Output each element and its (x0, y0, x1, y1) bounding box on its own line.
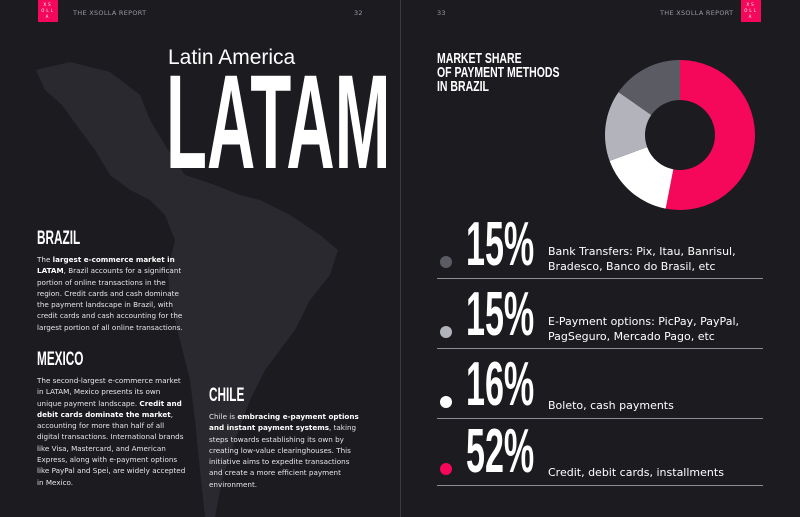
legend-dot (440, 396, 452, 408)
paragraph: The second-largest e-commerce market in … (37, 375, 187, 488)
value-label: 16% (466, 350, 535, 419)
map (36, 62, 338, 517)
latam-map-shape (36, 62, 338, 517)
row-rule (437, 348, 763, 349)
row-rule (437, 418, 763, 419)
chart-title-line: IN BRAZIL (437, 76, 612, 95)
donut-slice (665, 60, 755, 210)
chart-title-text: MARKET SHARE (437, 50, 522, 67)
text: The second-largest e-commerce market in … (37, 376, 181, 408)
value-label: 52% (466, 417, 535, 486)
header-title: THE XSOLLA REPORT (73, 9, 147, 17)
donut-slice (609, 147, 674, 209)
donut-chart (605, 60, 755, 210)
text: Chile is (209, 412, 238, 421)
category-label: Boleto, cash payments (548, 399, 674, 412)
row-rule (437, 278, 763, 279)
text: , Brazil accounts for a significant port… (37, 266, 183, 332)
category-label: Bank Transfers: Pix, Itau, Banrisul, Bra… (548, 245, 736, 273)
value-label: 15% (466, 280, 535, 349)
value-label-box: 15% (466, 214, 590, 276)
bold-text: largest e-commerce market in LATAM (37, 255, 175, 276)
section-heading: CHILE (209, 385, 245, 406)
value-label-box: 16% (466, 354, 590, 416)
value-label: 15% (466, 210, 535, 279)
text: The (37, 255, 53, 264)
legend-dot (440, 463, 452, 475)
header-title: THE XSOLLA REPORT (660, 9, 734, 17)
page-title: LATAM (166, 48, 391, 197)
paragraph: Chile is embracing e-payment options and… (209, 411, 359, 490)
donut-slice (618, 60, 680, 115)
text: , accounting for more than half of all d… (37, 409, 186, 487)
chart-title-text: IN BRAZIL (437, 78, 489, 95)
chart-title-line: OF PAYMENT METHODS (437, 62, 612, 81)
logo: XSOLLA (38, 0, 58, 22)
section-heading: BRAZIL (37, 228, 81, 249)
legend-dot (440, 326, 452, 338)
value-label-box: 52% (466, 421, 590, 483)
page-divider (400, 0, 401, 517)
value-label-box: 15% (466, 284, 590, 346)
chart-title: MARKET SHARE OF PAYMENT METHODS IN BRAZIL (437, 48, 612, 95)
category-label: Credit, debit cards, installments (548, 466, 724, 479)
chart-title-line: MARKET SHARE (437, 48, 612, 67)
paragraph: The largest e-commerce market in LATAM, … (37, 254, 189, 333)
text: , taking steps towards establishing its … (209, 423, 357, 489)
kicker: Latin America (168, 46, 296, 69)
chart-title-text: OF PAYMENT METHODS (437, 64, 560, 81)
logo: XSOLLA (741, 0, 761, 22)
bold-text: embracing e-payment options and instant … (209, 412, 359, 433)
page-number: 33 (437, 9, 446, 17)
bold-text: Credit and debit cards dominate the mark… (37, 398, 182, 419)
page-number: 32 (354, 9, 363, 17)
donut-slice (605, 92, 652, 161)
row-rule (437, 485, 763, 486)
section-heading: MEXICO (37, 349, 84, 370)
category-label: E-Payment options: PicPay, PayPal, PagSe… (548, 315, 739, 343)
legend-dot (440, 256, 452, 268)
